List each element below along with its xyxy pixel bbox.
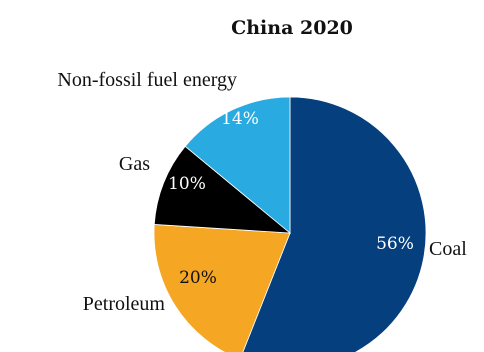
value-label-coal: 56% — [376, 234, 414, 254]
category-label-gas: Gas — [119, 153, 150, 175]
category-label-non-fossil-fuel-energy: Non-fossil fuel energy — [57, 69, 237, 91]
value-label-gas: 10% — [168, 174, 206, 194]
pie-category-labels: Coal Petroleum Gas Non-fossil fuel energy — [57, 69, 467, 315]
value-label-petroleum: 20% — [179, 268, 217, 288]
pie-slice-coal — [242, 96, 427, 352]
pie-value-labels: 56% 20% 10% 14% — [168, 109, 414, 288]
category-label-petroleum: Petroleum — [83, 293, 166, 315]
pie-slices — [153, 96, 427, 352]
pie-slice-petroleum — [153, 224, 291, 352]
pie-slice-non-fossil-fuel-energy — [184, 96, 291, 234]
chart-title: China 2020 — [231, 17, 353, 39]
category-label-coal: Coal — [429, 238, 467, 260]
value-label-non-fossil-fuel-energy: 14% — [221, 109, 259, 129]
pie-slice-gas — [153, 145, 292, 234]
